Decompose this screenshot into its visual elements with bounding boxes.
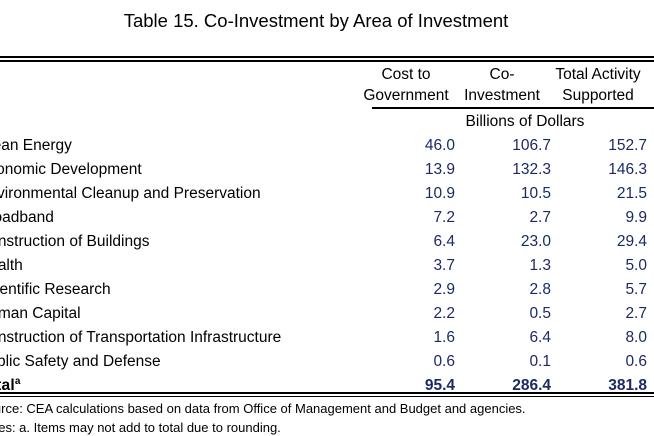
cell-total-activity-supported: 0.6 [625,353,647,370]
footnote-marker: a [14,375,21,387]
notes-note: Notes: a. Items may not add to total due… [0,420,281,435]
table-row: Environmental Cleanup and Preservation 10… [0,182,654,206]
table-row: Broadband 7.2 2.7 9.9 [0,206,654,230]
cell-cost-to-government: 2.9 [433,281,455,298]
row-label: Economic Development [0,161,142,178]
units-spanner-rule [372,107,654,109]
cell-co-investment: 286.4 [512,377,551,394]
cell-co-investment: 0.1 [529,353,551,370]
cell-total-activity-supported: 2.7 [625,305,647,322]
row-label: Scientific Research [0,281,111,298]
cell-total-activity-supported: 5.0 [625,257,647,274]
row-label: Public Safety and Defense [0,353,161,370]
table-title: Table 15. Co-Investment by Area of Inves… [123,10,509,31]
top-rule-upper [0,56,654,58]
column-header-total-activity-supported: Total Activity Supported [552,64,644,106]
column-header-line2: Government [363,87,449,104]
table-row: Scientific Research 2.9 2.8 5.7 [0,278,654,302]
table-row: Economic Development 13.9 132.3 146.3 [0,158,654,182]
cell-cost-to-government: 3.7 [433,257,455,274]
cell-co-investment: 6.4 [529,329,551,346]
column-header-cost-to-government: Cost to Government [360,64,452,106]
cell-co-investment: 23.0 [520,233,551,250]
cell-cost-to-government: 2.2 [433,305,455,322]
row-label: Totala [0,375,21,394]
cell-total-activity-supported: 5.7 [625,281,647,298]
column-header-line1: Cost to [381,66,431,83]
cell-total-activity-supported: 21.5 [616,185,647,202]
cell-cost-to-government: 1.6 [433,329,455,346]
row-label: Construction of Buildings [0,233,150,250]
cell-total-activity-supported: 146.3 [608,161,647,178]
cell-cost-to-government: 13.9 [424,161,455,178]
row-label: Health [0,257,23,274]
cell-co-investment: 1.3 [529,257,551,274]
cell-cost-to-government: 0.6 [433,353,455,370]
units-label: Billions of Dollars [465,113,585,130]
cell-total-activity-supported: 29.4 [616,233,647,250]
table-row: Clean Energy 46.0 106.7 152.7 [0,134,654,158]
table-body: Clean Energy 46.0 106.7 152.7 Economic Devel… [0,134,654,398]
table-row: Construction of Transportation Infrastru… [0,326,654,350]
cell-cost-to-government: 6.4 [433,233,455,250]
top-rule-lower [0,60,654,62]
cell-co-investment: 0.5 [529,305,551,322]
column-header-co-investment: Co- Investment [456,64,548,106]
cell-cost-to-government: 95.4 [424,377,455,394]
table-row: Construction of Buildings 6.4 23.0 29.4 [0,230,654,254]
column-header-line2: Supported [562,87,634,104]
row-label: Environmental Cleanup and Preservation [0,185,261,202]
cell-co-investment: 2.7 [529,209,551,226]
bottom-rule-upper [0,392,654,394]
row-label: Human Capital [0,305,81,322]
source-note: Source: CEA calculations based on data f… [0,401,526,416]
table-row-total: Totala 95.4 286.4 381.8 [0,374,654,398]
cell-co-investment: 106.7 [512,137,551,154]
cell-co-investment: 132.3 [512,161,551,178]
cell-total-activity-supported: 9.9 [625,209,647,226]
table-row: Health 3.7 1.3 5.0 [0,254,654,278]
bottom-rule-lower [0,396,654,397]
cell-co-investment: 10.5 [520,185,551,202]
cell-total-activity-supported: 152.7 [608,137,647,154]
cell-total-activity-supported: 381.8 [608,377,647,394]
column-header-line1: Co- [489,66,515,83]
column-header-line1: Total Activity [555,66,641,83]
table-row: Human Capital 2.2 0.5 2.7 [0,302,654,326]
table-row: Public Safety and Defense 0.6 0.1 0.6 [0,350,654,374]
row-label: Broadband [0,209,54,226]
cell-cost-to-government: 7.2 [433,209,455,226]
footnotes: Source: CEA calculations based on data f… [0,399,654,436]
row-label: Clean Energy [0,137,72,154]
cell-cost-to-government: 10.9 [424,185,455,202]
cell-total-activity-supported: 8.0 [625,329,647,346]
cell-co-investment: 2.8 [529,281,551,298]
cell-cost-to-government: 46.0 [424,137,455,154]
row-label: Construction of Transportation Infrastru… [0,329,282,346]
column-header-line2: Investment [464,87,540,104]
